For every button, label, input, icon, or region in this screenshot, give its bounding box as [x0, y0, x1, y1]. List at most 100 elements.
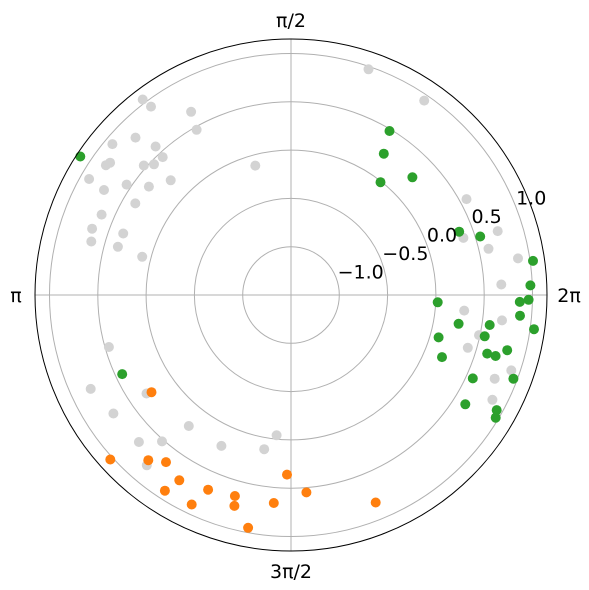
data-point-gray-36 — [506, 365, 517, 376]
data-point-green-13 — [502, 345, 513, 356]
data-point-gray-3 — [107, 139, 118, 150]
data-point-gray-47 — [259, 444, 270, 455]
data-point-gray-22 — [105, 157, 116, 168]
data-point-gray-44 — [183, 421, 194, 431]
theta-tick-label-2: π — [10, 285, 21, 307]
data-point-gray-27 — [492, 226, 503, 237]
data-point-orange-8 — [301, 487, 312, 498]
data-point-orange-13 — [143, 455, 154, 466]
data-point-gray-20 — [84, 174, 95, 184]
data-point-orange-2 — [203, 484, 214, 495]
data-point-gray-16 — [138, 160, 149, 171]
data-point-gray-25 — [363, 64, 374, 75]
data-point-gray-32 — [496, 279, 507, 290]
data-point-gray-7 — [157, 152, 168, 163]
data-point-gray-5 — [99, 185, 109, 195]
data-point-gray-38 — [459, 305, 470, 316]
data-point-gray-30 — [483, 243, 494, 254]
data-point-orange-7 — [282, 469, 292, 480]
data-point-gray-34 — [462, 342, 473, 353]
data-point-green-26 — [378, 148, 389, 159]
tick-labels: π/2 π 3π/2 2π −1.0−0.50.0 0.5 1.0 — [10, 10, 580, 583]
data-point-green-6 — [525, 280, 536, 291]
data-point-green-2 — [407, 172, 418, 183]
data-point-green-19 — [433, 332, 444, 343]
data-point-green-21 — [437, 352, 447, 363]
data-point-orange-10 — [161, 457, 171, 468]
data-point-gray-42 — [108, 408, 119, 419]
data-point-green-17 — [491, 405, 502, 416]
data-point-gray-37 — [487, 394, 498, 405]
data-point-gray-48 — [133, 437, 144, 447]
data-point-green-23 — [467, 373, 478, 384]
data-point-gray-41 — [85, 383, 96, 394]
r-tick-label-3: 0.5 — [472, 206, 502, 228]
data-point-gray-26 — [419, 95, 430, 106]
data-point-gray-12 — [130, 198, 141, 209]
data-point-green-25 — [75, 151, 86, 162]
data-point-green-4 — [475, 231, 486, 242]
data-point-orange-0 — [186, 499, 197, 510]
data-point-green-18 — [490, 412, 501, 423]
data-point-gray-6 — [121, 179, 132, 190]
data-point-green-10 — [453, 318, 464, 329]
theta-tick-label-1: π/2 — [276, 10, 306, 32]
data-point-gray-31 — [513, 253, 523, 264]
data-point-gray-18 — [150, 141, 161, 152]
r-tick-label-0: −1.0 — [338, 262, 384, 284]
data-point-green-14 — [529, 324, 539, 335]
data-point-gray-40 — [103, 342, 114, 352]
data-point-green-1 — [384, 126, 395, 136]
polar-grid — [35, 39, 547, 551]
data-point-green-24 — [508, 373, 519, 384]
data-point-green-7 — [514, 296, 525, 307]
data-point-gray-23 — [143, 181, 154, 192]
data-point-gray-19 — [146, 101, 156, 112]
data-point-gray-9 — [118, 228, 129, 239]
data-point-gray-33 — [497, 315, 507, 326]
data-points — [75, 64, 539, 533]
data-point-orange-12 — [146, 387, 157, 398]
data-point-gray-0 — [137, 94, 148, 105]
data-point-green-22 — [484, 320, 495, 330]
data-point-orange-1 — [159, 485, 170, 496]
data-point-green-11 — [479, 331, 490, 342]
data-point-gray-43 — [157, 436, 167, 447]
data-point-gray-14 — [86, 236, 97, 247]
data-point-green-12 — [490, 351, 501, 361]
data-point-green-0 — [375, 177, 386, 188]
data-point-orange-6 — [243, 522, 254, 533]
data-point-gray-39 — [489, 373, 500, 384]
data-point-green-15 — [523, 294, 534, 305]
data-point-gray-8 — [96, 209, 107, 220]
data-point-gray-46 — [271, 430, 282, 441]
data-point-green-8 — [515, 310, 525, 321]
data-point-green-3 — [454, 226, 465, 237]
data-point-green-16 — [460, 399, 471, 410]
data-point-gray-10 — [137, 251, 148, 262]
theta-tick-label-4: 2π — [557, 285, 581, 307]
data-point-gray-13 — [87, 223, 98, 234]
data-point-green-5 — [528, 255, 538, 266]
data-point-orange-3 — [229, 500, 240, 511]
data-point-orange-4 — [229, 491, 240, 501]
data-point-gray-11 — [165, 175, 176, 186]
r-tick-label-1: −0.5 — [382, 243, 428, 265]
data-point-gray-24 — [250, 160, 261, 171]
theta-tick-label-3: 3π/2 — [270, 561, 312, 583]
data-point-green-27 — [117, 369, 128, 380]
data-point-green-20 — [432, 297, 443, 308]
data-point-orange-5 — [268, 498, 279, 508]
polar-frame — [34, 38, 548, 552]
data-point-orange-9 — [370, 497, 381, 508]
data-point-orange-11 — [105, 454, 116, 465]
data-point-gray-21 — [112, 241, 123, 252]
data-point-gray-2 — [130, 132, 141, 143]
data-point-gray-1 — [186, 106, 197, 117]
data-point-gray-45 — [216, 440, 227, 451]
r-tick-label-2: 0.0 — [427, 225, 457, 247]
data-point-orange-14 — [174, 475, 185, 486]
data-point-gray-29 — [461, 194, 472, 205]
data-point-gray-17 — [191, 124, 202, 135]
